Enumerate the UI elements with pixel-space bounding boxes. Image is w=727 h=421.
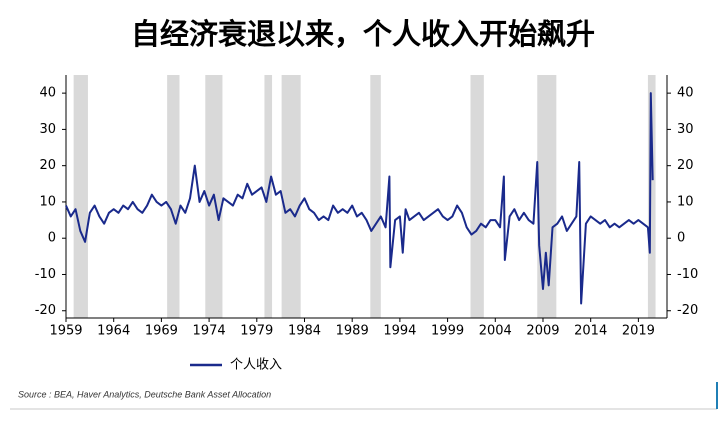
x-tick-label: 1999 [431, 324, 464, 339]
recession-band [470, 75, 484, 318]
x-tick-label: 2019 [622, 324, 655, 339]
y-tick-label: 10 [39, 194, 56, 209]
data-line [65, 92, 654, 305]
recession-band [167, 75, 180, 318]
x-tick-label: 1984 [288, 324, 321, 339]
y-tick-label: -10 [35, 267, 56, 282]
x-tick-label: 2004 [479, 324, 512, 339]
y2-tick-label: 40 [677, 86, 694, 101]
recession-band [281, 75, 301, 318]
y2-tick-label: -10 [677, 267, 698, 282]
x-tick-label: 1979 [240, 324, 273, 339]
y2-tick-label: 10 [677, 194, 694, 209]
y2-tick-label: 30 [677, 122, 694, 137]
y-tick-label: 40 [39, 86, 56, 101]
y-tick-label: -20 [35, 303, 56, 318]
recession-band [73, 75, 88, 318]
y-tick-label: 30 [39, 122, 56, 137]
x-tick-label: 1974 [193, 324, 226, 339]
x-tick-label: 1964 [97, 324, 130, 339]
source-note: Source : BEA, Haver Analytics, Deutsche … [18, 389, 271, 399]
y-tick-label: 0 [48, 231, 56, 246]
y2-tick-label: -20 [677, 303, 698, 318]
chart-title: 自经济衰退以来，个人收入开始飙升 [131, 17, 595, 51]
y-tick-label: 20 [39, 158, 56, 173]
recession-band [537, 75, 557, 318]
x-tick-label: 1969 [145, 324, 178, 339]
x-tick-label: 2014 [574, 324, 607, 339]
y2-tick-label: 0 [677, 231, 685, 246]
recession-band [370, 75, 381, 318]
x-tick-label: 1959 [49, 324, 82, 339]
x-tick-label: 1989 [336, 324, 369, 339]
x-tick-label: 2009 [526, 324, 559, 339]
recession-band [647, 75, 656, 318]
legend-label: 个人收入 [230, 358, 282, 373]
x-tick-label: 1994 [383, 324, 416, 339]
y2-tick-label: 20 [677, 158, 694, 173]
